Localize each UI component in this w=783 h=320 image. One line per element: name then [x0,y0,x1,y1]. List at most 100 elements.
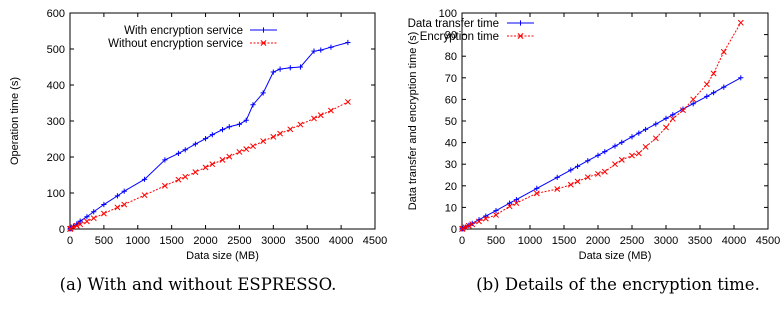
data-point [619,139,625,145]
data-point [202,136,209,142]
data-point [601,168,608,175]
data-point [635,150,642,157]
x-tick-label: 1000 [518,235,542,247]
data-point [175,176,182,183]
data-point [236,149,243,155]
x-tick-label: 2000 [586,235,610,247]
data-point [287,65,293,71]
x-tick-label: 4000 [722,235,746,247]
data-point [602,149,608,155]
data-point [83,218,90,225]
y-axis-label: Operation time (s) [9,77,21,165]
y-tick-label: 30 [445,159,457,171]
chart-panel-b: 0 500 1000 1500 2000 2500 3000 3500 4000 4500 0 10 2… [407,8,780,294]
data-point [260,27,267,33]
x-tick-label: 0 [459,235,465,247]
data-point [513,200,520,207]
series-2 [459,19,744,232]
data-point [595,170,601,177]
series-1 [67,39,351,232]
data-point [114,204,121,211]
x-tick-label: 1500 [552,235,576,247]
data-point [533,190,540,197]
data-point [690,96,697,103]
data-point [482,215,489,222]
data-point [721,84,727,90]
series-line [461,77,742,230]
data-point [629,152,635,159]
x-tick-label: 2500 [620,235,644,247]
data-point [575,163,581,169]
data-point [738,75,744,81]
data-point [141,176,148,182]
data-point [652,135,659,142]
data-point [506,203,513,210]
data-point [476,218,482,225]
data-point [469,221,476,228]
y-tick-label: 600 [47,8,65,20]
data-point [77,221,84,228]
series-line [69,101,349,230]
data-point [121,201,128,208]
data-point [260,40,267,46]
y-tick-label: 10 [445,202,457,214]
data-point [182,147,188,153]
y-tick-label: 90 [445,30,457,42]
x-tick-label: 3000 [654,235,678,247]
y-tick-label: 400 [47,80,65,92]
data-point [297,121,304,128]
data-point [219,127,226,133]
data-point [182,173,189,180]
data-point [669,115,676,122]
legend-label: With encryption service [124,25,243,37]
x-tick-label: 3500 [295,235,319,247]
data-point [554,174,560,180]
data-point [517,33,524,39]
data-point [161,182,168,189]
plot-frame [461,12,769,230]
y-tick-label: 0 [59,224,65,236]
data-point [277,130,284,137]
legend-label: Encryption time [420,31,499,43]
data-point [141,192,148,199]
data-point [236,121,243,127]
data-point [192,169,199,176]
y-tick-label: 60 [445,94,457,106]
x-tick-label: 2500 [227,235,251,247]
y-tick-label: 0 [451,224,457,236]
data-point [162,157,168,163]
data-point [483,213,489,219]
data-point [462,224,469,231]
y-tick-label: 100 [439,8,457,20]
data-point [270,69,276,75]
data-point [270,133,277,140]
x-tick-label: 1000 [126,235,150,247]
data-point [226,153,233,160]
data-point [345,39,351,46]
data-point [192,141,198,147]
x-axis-label: Data size (MB) [186,250,259,262]
data-point [311,48,317,54]
data-point [680,107,686,114]
data-point [690,101,696,107]
data-point [243,117,249,123]
data-point [711,90,717,96]
data-point [643,126,649,133]
data-point [318,47,324,53]
data-point [297,64,304,70]
y-axis-label: Data transfer and encryption time (s) [407,32,419,211]
data-point [277,66,283,72]
data-point [737,19,744,26]
data-point [642,143,649,150]
data-point [202,164,209,171]
data-point [311,115,317,122]
data-point [493,212,499,218]
data-point [328,44,334,50]
chart-panel-a: 0 500 1000 1500 2000 2500 3000 3500 4000 4500 0 100… [9,8,387,294]
data-point [84,214,90,220]
x-tick-label: 500 [95,235,113,247]
data-point [534,185,540,191]
data-point [121,188,127,194]
data-point [219,156,226,163]
